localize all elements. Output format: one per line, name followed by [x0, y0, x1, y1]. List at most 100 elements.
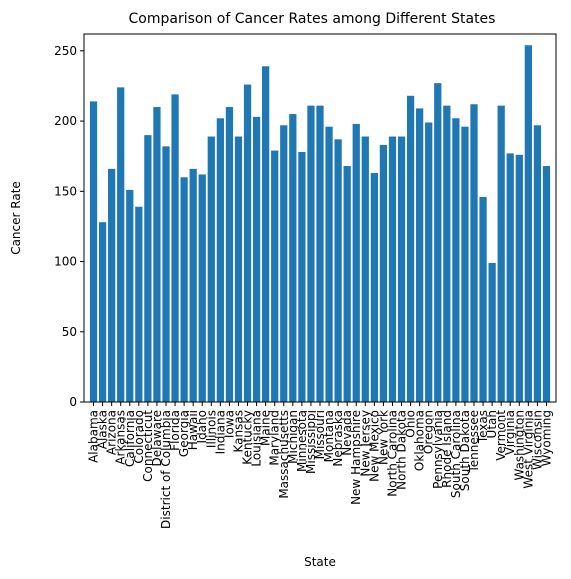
x-tick-label: Florida — [168, 410, 182, 451]
bar-florida — [171, 94, 179, 403]
y-tick-label: 250 — [54, 44, 77, 58]
bar-new-mexico — [370, 173, 378, 402]
bar-new-york — [379, 144, 388, 402]
bar-oregon — [425, 122, 433, 403]
bar-west-virginia — [524, 45, 532, 403]
x-tick-label: South Dakota — [458, 410, 472, 491]
x-tick-label: Louisiana — [250, 410, 264, 467]
bar-louisiana — [252, 116, 261, 403]
bar-nebraska — [334, 139, 342, 402]
x-tick-label: Delaware — [150, 410, 164, 467]
x-tick-label: Wyoming — [539, 410, 553, 466]
x-tick-label: Nevada — [340, 410, 354, 456]
bar-indiana — [216, 118, 224, 403]
y-axis-ticks: 0 50 100 150 200 250 — [54, 44, 84, 409]
bar-alabama — [89, 101, 98, 403]
bar-utah — [488, 262, 496, 402]
y-axis-label: Cancer Rate — [9, 181, 23, 255]
x-tick-label: Arizona — [105, 410, 119, 455]
bar-arkansas — [117, 87, 125, 403]
bar-connecticut — [144, 135, 152, 402]
x-tick-label: Montana — [322, 410, 336, 462]
x-tick-label: Washington — [512, 410, 526, 481]
x-tick-label: Kansas — [231, 410, 245, 452]
x-tick-label: Colorado — [132, 410, 146, 464]
bar-georgia — [180, 177, 188, 402]
y-tick-label: 0 — [69, 395, 77, 409]
x-tick-label: Virginia — [503, 410, 517, 455]
bar-idaho — [198, 174, 206, 402]
chart-title: Comparison of Cancer Rates among Differe… — [129, 11, 496, 27]
bar-south-carolina — [452, 118, 460, 403]
x-tick-label: District of Columbia — [159, 410, 173, 529]
bar-oklahoma — [416, 108, 424, 402]
x-tick-label: Hawaii — [186, 410, 200, 450]
bar-arizona — [108, 168, 116, 402]
x-tick-label: Utah — [485, 410, 499, 438]
bar-texas — [479, 196, 487, 402]
x-tick-label: Kentucky — [241, 410, 255, 465]
x-tick-label: New Jersey — [358, 410, 372, 477]
x-tick-label: Tennessee — [467, 410, 481, 474]
bar-district-of-columbia — [162, 146, 170, 402]
x-tick-label: Oregon — [422, 410, 436, 454]
bar-wisconsin — [533, 125, 542, 403]
bar-alaska — [98, 222, 107, 402]
x-tick-label: Rhode Island — [440, 410, 454, 488]
bar-rhode-island — [443, 105, 451, 402]
x-tick-label: Nebraska — [331, 410, 345, 467]
x-tick-label: Texas — [476, 410, 490, 444]
bar-north-dakota — [397, 136, 406, 402]
bar-maryland — [271, 150, 279, 402]
bar-maine — [262, 66, 270, 402]
x-tick-label: Mississippi — [304, 410, 318, 474]
x-tick-label: South Carolina — [449, 410, 463, 498]
x-tick-label: Alaska — [96, 410, 110, 449]
bar-kansas — [234, 136, 243, 402]
bar-massachusetts — [280, 125, 288, 403]
bar-kentucky — [243, 84, 252, 402]
x-tick-label: Ohio — [404, 410, 418, 438]
bar-minnesota — [298, 151, 306, 402]
bar-colorado — [135, 206, 143, 402]
x-axis-ticks: AlabamaAlaskaArizonaArkansasCaliforniaCo… — [87, 402, 553, 529]
bar-mississippi — [307, 105, 315, 402]
x-tick-label: New Mexico — [367, 410, 381, 482]
x-tick-label: Minnesota — [295, 410, 309, 472]
bar-iowa — [225, 107, 234, 402]
bar-delaware — [153, 107, 161, 402]
x-tick-label: Arkansas — [114, 410, 128, 465]
bar-hawaii — [189, 168, 197, 402]
x-tick-label: Iowa — [222, 410, 236, 438]
x-tick-label: Michigan — [286, 410, 300, 464]
x-tick-label: New Hampshire — [349, 410, 363, 505]
bar-missouri — [316, 105, 324, 402]
y-tick-label: 100 — [54, 255, 77, 269]
y-tick-label: 150 — [54, 184, 77, 198]
x-tick-label: North Carolina — [385, 410, 399, 497]
x-tick-label: West Virginia — [521, 410, 535, 489]
plot-frame — [83, 33, 557, 403]
x-axis-label: State — [304, 555, 336, 569]
bar-illinois — [207, 136, 215, 402]
x-tick-label: Maine — [259, 410, 273, 446]
bar-virginia — [506, 153, 514, 402]
bar-south-dakota — [461, 126, 469, 402]
x-tick-label: Wisconsin — [530, 410, 544, 470]
bar-pennsylvania — [434, 83, 442, 402]
x-tick-label: Massachusetts — [277, 410, 291, 499]
bars-group — [89, 45, 551, 403]
bar-vermont — [497, 105, 505, 402]
x-tick-label: Pennsylvania — [431, 410, 445, 489]
bar-north-carolina — [388, 136, 397, 402]
x-tick-label: New York — [376, 410, 390, 465]
bar-new-hampshire — [352, 123, 360, 402]
x-tick-label: Georgia — [177, 410, 191, 457]
x-tick-label: Missouri — [313, 410, 327, 459]
bar-nevada — [343, 166, 351, 402]
x-tick-label: Indiana — [213, 410, 227, 454]
x-tick-label: Illinois — [204, 410, 218, 448]
x-tick-label: Vermont — [494, 410, 508, 461]
y-tick-label: 200 — [54, 114, 77, 128]
